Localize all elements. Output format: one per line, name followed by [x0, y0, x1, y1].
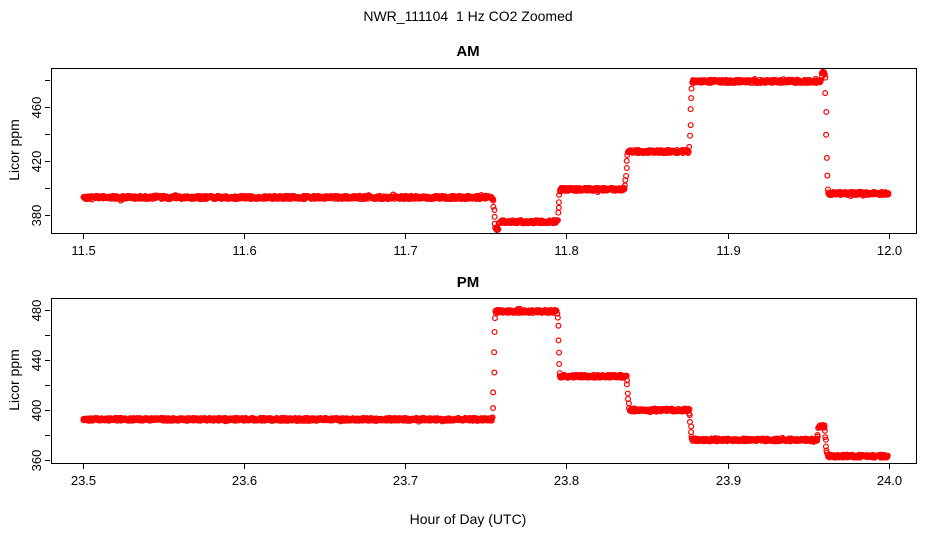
pm-panel-title: PM	[456, 274, 480, 291]
chart-title: NWR_111104 1 Hz CO2 Zoomed	[363, 8, 573, 24]
pm-y-axis-label: Licor ppm	[6, 349, 22, 411]
am-panel-title: AM	[456, 43, 480, 60]
x-axis-label: Hour of Day (UTC)	[409, 511, 527, 527]
am-y-axis-label: Licor ppm	[6, 119, 22, 181]
